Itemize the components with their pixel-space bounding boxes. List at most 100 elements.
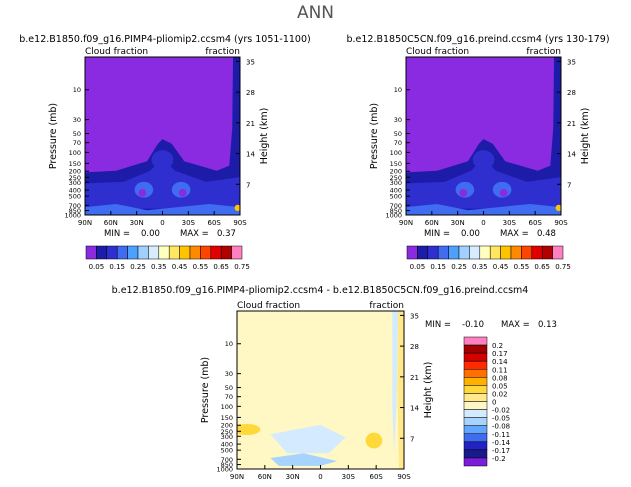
- cloud-contour: [138, 188, 147, 197]
- colorbar-label: -0.02: [492, 407, 510, 415]
- x-tick-label: 90N: [399, 219, 413, 227]
- y-tick-label: 100: [69, 149, 81, 157]
- colorbar-swatch: [463, 393, 488, 402]
- colorbar-swatch: [552, 245, 564, 260]
- units-label: fraction: [205, 47, 240, 57]
- y-tick-label: 300: [390, 179, 402, 187]
- y-tick-label: 850: [390, 207, 402, 215]
- x-tick-label: 60N: [425, 219, 439, 227]
- colorbar-label: 0.75: [555, 263, 571, 271]
- colorbar-swatch: [137, 245, 149, 260]
- colorbar-swatch: [463, 377, 488, 386]
- y-tick-label: 30: [73, 116, 81, 124]
- height-tick-label: 14: [567, 151, 576, 159]
- colorbar-swatch: [463, 441, 488, 451]
- colorbar-label: 0.25: [130, 263, 146, 271]
- height-tick-label: 21: [567, 120, 576, 128]
- colorbar-label: 0.25: [451, 263, 467, 271]
- colorbar-swatch: [148, 245, 160, 260]
- max-label: MAX =: [180, 229, 209, 239]
- y-tick-label: 70: [73, 139, 81, 147]
- colorbar-swatch: [417, 245, 429, 260]
- y-tick-label: 30: [225, 370, 233, 378]
- colorbar-swatch: [448, 245, 460, 260]
- y-tick-label: 500: [390, 193, 402, 201]
- colorbar-label: 0.08: [492, 374, 508, 382]
- plot-area: [406, 57, 561, 215]
- colorbar-swatch: [116, 245, 128, 260]
- height-tick-label: 7: [567, 181, 571, 189]
- colorbar-swatch: [463, 449, 488, 459]
- colorbar-swatch: [463, 344, 488, 354]
- x-tick-label: 30S: [182, 219, 196, 227]
- negative-contour: [270, 453, 338, 466]
- x-tick-label: 30N: [451, 219, 465, 227]
- y-tick-label: 850: [221, 461, 233, 469]
- variable-label: Cloud fraction: [237, 301, 300, 311]
- colorbar-swatch: [231, 245, 243, 260]
- y-tick-label: 400: [390, 187, 402, 195]
- y-axis-label: Pressure (mb): [200, 357, 211, 423]
- x-tick-label: 30S: [342, 473, 356, 481]
- colorbar-label: 0: [492, 399, 496, 407]
- x-tick-label: 0: [160, 219, 164, 227]
- y-tick-label: 1000: [216, 466, 233, 474]
- positive-contour: [397, 311, 404, 469]
- colorbar-label: 0.65: [213, 263, 229, 271]
- height-tick-label: 7: [410, 435, 414, 443]
- colorbar-swatch: [106, 245, 118, 260]
- colorbar-label: 0.45: [172, 263, 188, 271]
- page-title: ANN: [296, 3, 335, 23]
- colorbar-swatch: [479, 245, 491, 260]
- tropical-cloud-contour: [472, 150, 495, 170]
- colorbar-label: 0.05: [410, 263, 426, 271]
- colorbar-swatch: [158, 245, 170, 260]
- colorbar-label: 0.11: [492, 366, 508, 374]
- colorbar-swatch: [463, 369, 488, 378]
- tropical-cloud-contour: [151, 150, 174, 170]
- colorbar-swatch: [463, 360, 488, 370]
- y-tick-label: 400: [69, 187, 81, 195]
- polar-low-cloud-contour: [555, 204, 561, 212]
- y-tick-label: 70: [394, 139, 402, 147]
- y-tick-label: 500: [69, 193, 81, 201]
- height-tick-label: 7: [246, 181, 250, 189]
- y-tick-label: 250: [221, 428, 233, 436]
- colorbar-swatch: [210, 245, 222, 260]
- y-tick-label: 700: [390, 202, 402, 210]
- y-tick-label: 700: [69, 202, 81, 210]
- colorbar-label: 0.14: [492, 358, 508, 366]
- colorbar-swatch: [458, 245, 470, 260]
- colorbar-label: 0.02: [492, 390, 508, 398]
- plot-area: [237, 311, 404, 469]
- colorbar-swatch: [463, 425, 488, 434]
- y-tick-label: 1000: [385, 212, 402, 220]
- height-tick-label: 21: [246, 120, 255, 128]
- colorbar-label: -0.05: [492, 415, 510, 423]
- x-tick-label: 90N: [78, 219, 92, 227]
- min-label: MIN =: [424, 229, 450, 239]
- colorbar-label: -0.17: [492, 447, 510, 455]
- colorbar-swatch: [85, 245, 97, 260]
- colorbar-swatch: [200, 245, 212, 260]
- colorbar-swatch: [463, 352, 488, 362]
- x-tick-label: 60S: [528, 219, 542, 227]
- y-tick-label: 200: [69, 168, 81, 176]
- height-tick-label: 35: [410, 312, 419, 320]
- units-label: fraction: [369, 301, 404, 311]
- height-tick-label: 28: [246, 89, 255, 97]
- cloud-contour: [499, 188, 508, 197]
- colorbar-label: 0.05: [492, 382, 508, 390]
- y-tick-label: 300: [221, 433, 233, 441]
- panel-title: b.e12.B1850.f09_g16.PIMP4-pliomip2.ccsm4…: [19, 34, 310, 45]
- positive-contour: [237, 423, 261, 436]
- colorbar-label: -0.11: [492, 431, 510, 439]
- height-axis-label: Height (km): [423, 362, 434, 419]
- y-tick-label: 50: [73, 130, 81, 138]
- panel-title: b.e12.B1850C5CN.f09_g16.preind.ccsm4 (yr…: [346, 34, 609, 45]
- max-value: 0.37: [217, 229, 236, 239]
- y-tick-label: 10: [394, 86, 402, 94]
- colorbar-label: 0.35: [151, 263, 167, 271]
- troposphere-contour: [85, 158, 240, 209]
